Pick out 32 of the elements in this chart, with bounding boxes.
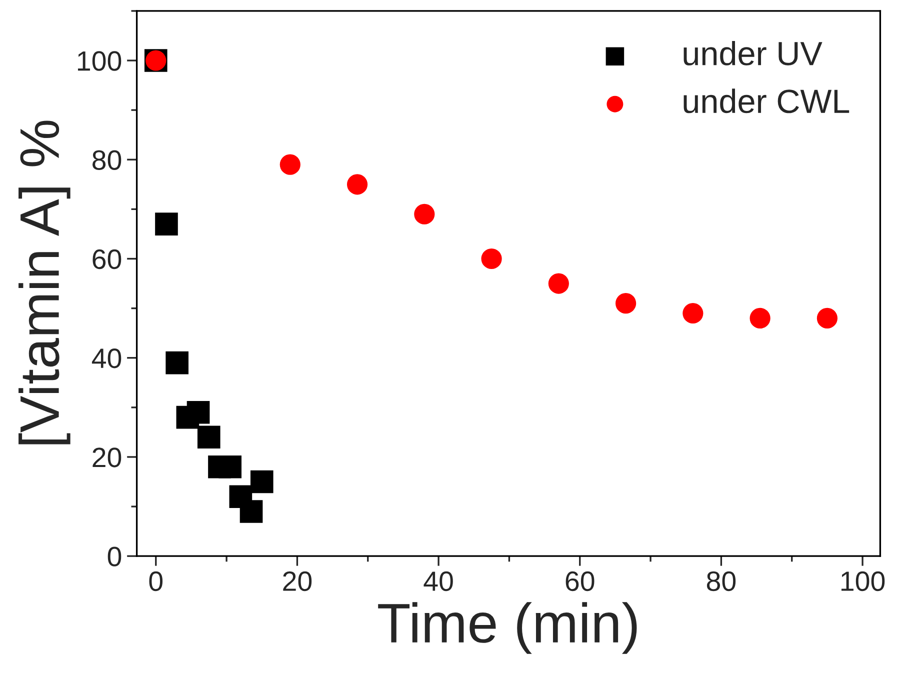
x-tick-label: 40: [424, 571, 453, 592]
point: [481, 248, 502, 270]
point: [414, 204, 435, 224]
y-tick-label: 0: [108, 546, 122, 566]
legend-label: under CWL: [684, 88, 850, 114]
point: [155, 212, 178, 236]
point: [548, 273, 569, 294]
point: [240, 500, 263, 523]
point: [346, 174, 368, 195]
legend-label: under UV: [684, 40, 822, 66]
point: [280, 154, 300, 175]
point: [750, 308, 770, 329]
x-tick-label: 80: [706, 571, 736, 592]
y-tick-label: 80: [92, 150, 122, 170]
point: [250, 470, 274, 494]
point: [186, 400, 210, 424]
point: [616, 293, 636, 314]
x-tick-label: 100: [841, 571, 885, 592]
x-tick-label: 20: [283, 571, 312, 592]
y-tick-label: 20: [92, 448, 122, 468]
y-tick-label: 40: [92, 348, 122, 368]
x-tick-label: 0: [149, 571, 163, 592]
point: [197, 426, 220, 449]
point: [166, 351, 188, 374]
point: [218, 455, 242, 478]
y-axis-title: [Vitamin A] %: [18, 120, 70, 444]
point: [682, 302, 704, 324]
y-tick-label: 60: [92, 249, 122, 270]
x-tick-label: 60: [566, 571, 594, 592]
point: [816, 308, 838, 329]
x-axis-title: Time (min): [378, 602, 637, 654]
y-tick-label: 100: [78, 51, 122, 71]
